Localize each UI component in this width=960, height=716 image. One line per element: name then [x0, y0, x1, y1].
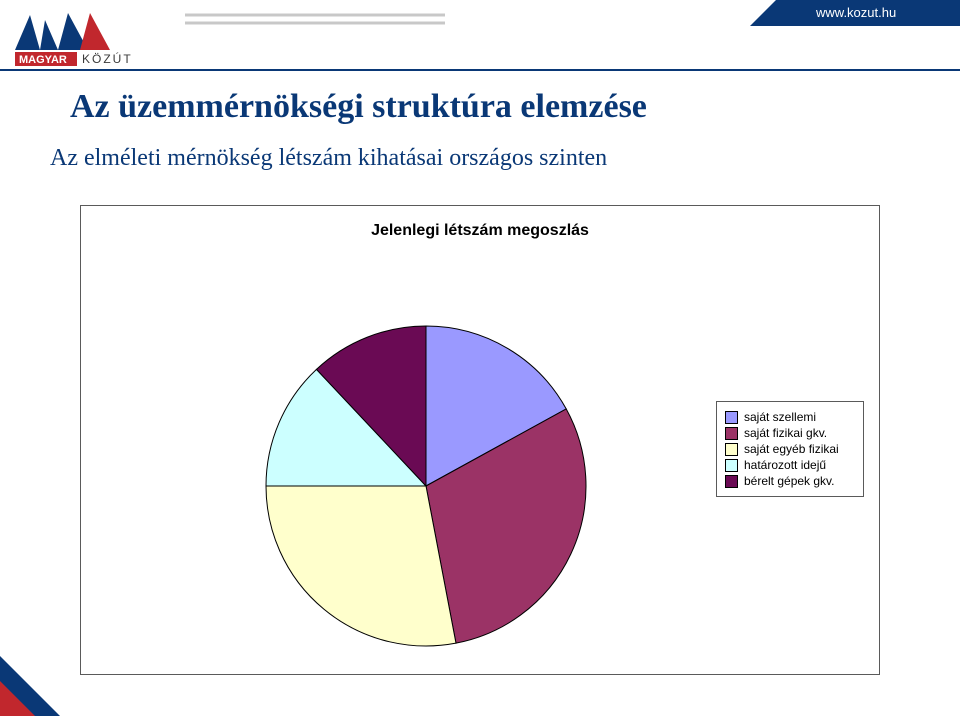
legend-item: saját egyéb fizikai [725, 442, 855, 456]
legend-item: határozott idejű [725, 458, 855, 472]
legend-item: bérelt gépek gkv. [725, 474, 855, 488]
legend-label: határozott idejű [744, 458, 826, 472]
legend-item: saját fizikai gkv. [725, 426, 855, 440]
logo: MAGYAR KÖZÚT [10, 5, 180, 67]
header: MAGYAR KÖZÚT www.kozut.hu [0, 0, 960, 70]
legend-label: saját fizikai gkv. [744, 426, 827, 440]
svg-text:MAGYAR: MAGYAR [19, 54, 67, 66]
legend-label: saját egyéb fizikai [744, 442, 839, 456]
website-url-bar: www.kozut.hu [776, 0, 960, 26]
chart-container: Jelenlegi létszám megoszlás saját szelle… [80, 205, 880, 675]
legend-swatch [725, 443, 738, 456]
page-title: Az üzemmérnökségi struktúra elemzése [70, 88, 647, 126]
legend-swatch [725, 411, 738, 424]
chart-legend: saját szellemi saját fizikai gkv. saját eg… [716, 401, 864, 497]
pie-chart [256, 316, 596, 661]
legend-label: bérelt gépek gkv. [744, 474, 835, 488]
legend-swatch [725, 459, 738, 472]
header-double-line [185, 12, 445, 28]
legend-item: saját szellemi [725, 410, 855, 424]
chart-title: Jelenlegi létszám megoszlás [81, 222, 879, 240]
page: MAGYAR KÖZÚT www.kozut.hu Az üzemmérnöks… [0, 0, 960, 716]
legend-label: saját szellemi [744, 410, 816, 424]
pie-slice [266, 486, 456, 646]
legend-swatch [725, 427, 738, 440]
corner-decor [0, 656, 60, 716]
header-divider [0, 69, 960, 71]
legend-swatch [725, 475, 738, 488]
website-url: www.kozut.hu [816, 5, 896, 20]
svg-text:KÖZÚT: KÖZÚT [82, 51, 133, 66]
page-subtitle: Az elméleti mérnökség létszám kihatásai … [50, 145, 607, 172]
